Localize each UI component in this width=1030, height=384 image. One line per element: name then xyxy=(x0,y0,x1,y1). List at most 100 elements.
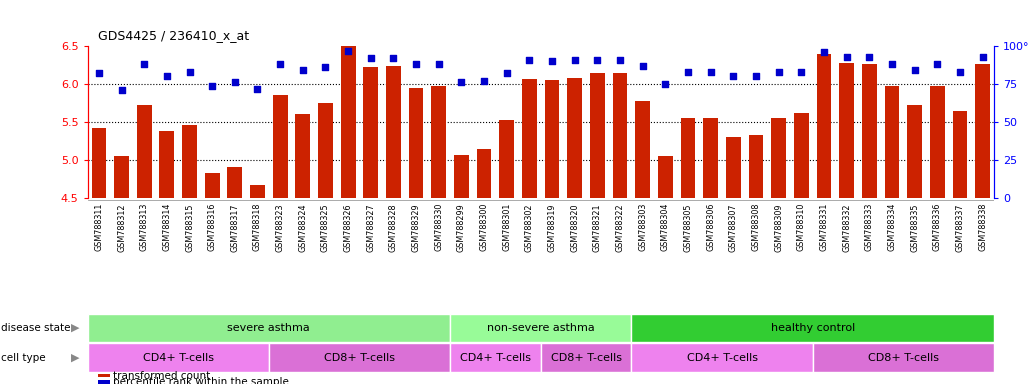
Bar xyxy=(88,343,269,372)
Bar xyxy=(386,66,401,198)
Text: GSM788335: GSM788335 xyxy=(911,203,919,252)
Text: GSM788306: GSM788306 xyxy=(707,203,715,252)
Point xyxy=(272,61,288,67)
Point xyxy=(113,87,130,93)
Text: GSM788303: GSM788303 xyxy=(639,203,647,252)
Point xyxy=(816,49,832,55)
Text: GDS4425 / 236410_x_at: GDS4425 / 236410_x_at xyxy=(98,29,249,42)
Text: GSM788319: GSM788319 xyxy=(548,203,556,252)
Point xyxy=(634,63,651,69)
Bar xyxy=(341,46,355,198)
Point xyxy=(385,55,402,61)
Point xyxy=(295,67,311,73)
Point xyxy=(929,61,946,67)
Bar xyxy=(771,118,786,198)
Bar xyxy=(631,343,813,372)
Bar xyxy=(907,105,922,198)
Text: GSM788307: GSM788307 xyxy=(729,203,737,252)
Text: CD4+ T-cells: CD4+ T-cells xyxy=(687,353,757,362)
Text: GSM788337: GSM788337 xyxy=(956,203,964,252)
Text: GSM788336: GSM788336 xyxy=(933,203,941,252)
Point xyxy=(748,73,764,79)
Point xyxy=(702,69,719,75)
Bar xyxy=(636,101,650,198)
Point xyxy=(906,67,923,73)
Point xyxy=(974,54,991,60)
Text: CD4+ T-cells: CD4+ T-cells xyxy=(143,353,213,362)
Text: GSM788331: GSM788331 xyxy=(820,203,828,252)
Bar xyxy=(817,54,831,198)
Point xyxy=(249,86,266,92)
Bar xyxy=(839,63,854,198)
Bar xyxy=(432,86,446,198)
Bar xyxy=(885,86,899,198)
Text: GSM788301: GSM788301 xyxy=(503,203,511,252)
Bar xyxy=(613,73,627,198)
Text: percentile rank within the sample: percentile rank within the sample xyxy=(113,377,289,384)
Point xyxy=(884,61,900,67)
Text: GSM788334: GSM788334 xyxy=(888,203,896,252)
Point xyxy=(340,48,356,54)
Text: GSM788323: GSM788323 xyxy=(276,203,284,252)
Point xyxy=(566,57,583,63)
Text: GSM788310: GSM788310 xyxy=(797,203,805,252)
Bar xyxy=(318,103,333,198)
Bar xyxy=(590,73,605,198)
Point xyxy=(770,69,787,75)
Text: GSM788305: GSM788305 xyxy=(684,203,692,252)
Text: ▶: ▶ xyxy=(71,323,79,333)
Bar xyxy=(273,95,287,198)
Bar xyxy=(975,63,990,198)
Bar xyxy=(364,67,378,198)
Point xyxy=(793,69,810,75)
Point xyxy=(838,54,855,60)
Bar xyxy=(269,343,450,372)
Point xyxy=(227,79,243,86)
Text: GSM788332: GSM788332 xyxy=(843,203,851,252)
Point xyxy=(521,57,538,63)
Text: GSM788320: GSM788320 xyxy=(571,203,579,252)
Bar xyxy=(541,343,631,372)
Point xyxy=(680,69,696,75)
Point xyxy=(476,78,492,84)
Bar xyxy=(92,128,106,198)
Text: disease state: disease state xyxy=(1,323,70,333)
Bar xyxy=(454,154,469,198)
Text: GSM788338: GSM788338 xyxy=(978,203,987,252)
Point xyxy=(453,79,470,86)
Bar xyxy=(409,88,423,198)
Bar xyxy=(703,118,718,198)
Text: CD8+ T-cells: CD8+ T-cells xyxy=(324,353,394,362)
Bar xyxy=(953,111,967,198)
Text: GSM788313: GSM788313 xyxy=(140,203,148,252)
Bar xyxy=(522,79,537,198)
Text: cell type: cell type xyxy=(1,353,45,362)
Bar xyxy=(114,156,129,198)
Text: GSM788321: GSM788321 xyxy=(593,203,602,252)
Text: GSM788333: GSM788333 xyxy=(865,203,873,252)
Bar xyxy=(450,314,631,342)
Bar xyxy=(568,78,582,198)
Text: CD4+ T-cells: CD4+ T-cells xyxy=(460,353,530,362)
Text: GSM788328: GSM788328 xyxy=(389,203,398,252)
Point xyxy=(136,61,152,67)
Text: CD8+ T-cells: CD8+ T-cells xyxy=(551,353,621,362)
Point xyxy=(952,69,968,75)
Bar xyxy=(681,118,695,198)
Point xyxy=(544,58,560,64)
Bar xyxy=(658,156,673,198)
Bar xyxy=(228,167,242,198)
Bar xyxy=(250,185,265,198)
Text: GSM788316: GSM788316 xyxy=(208,203,216,252)
Text: GSM788302: GSM788302 xyxy=(525,203,534,252)
Bar xyxy=(182,125,197,198)
Text: GSM788304: GSM788304 xyxy=(661,203,670,252)
Point xyxy=(499,70,515,76)
Bar xyxy=(450,343,541,372)
Point xyxy=(589,57,606,63)
Point xyxy=(861,54,878,60)
Text: GSM788312: GSM788312 xyxy=(117,203,126,252)
Bar xyxy=(477,149,491,198)
Text: severe asthma: severe asthma xyxy=(228,323,310,333)
Bar xyxy=(749,135,763,198)
